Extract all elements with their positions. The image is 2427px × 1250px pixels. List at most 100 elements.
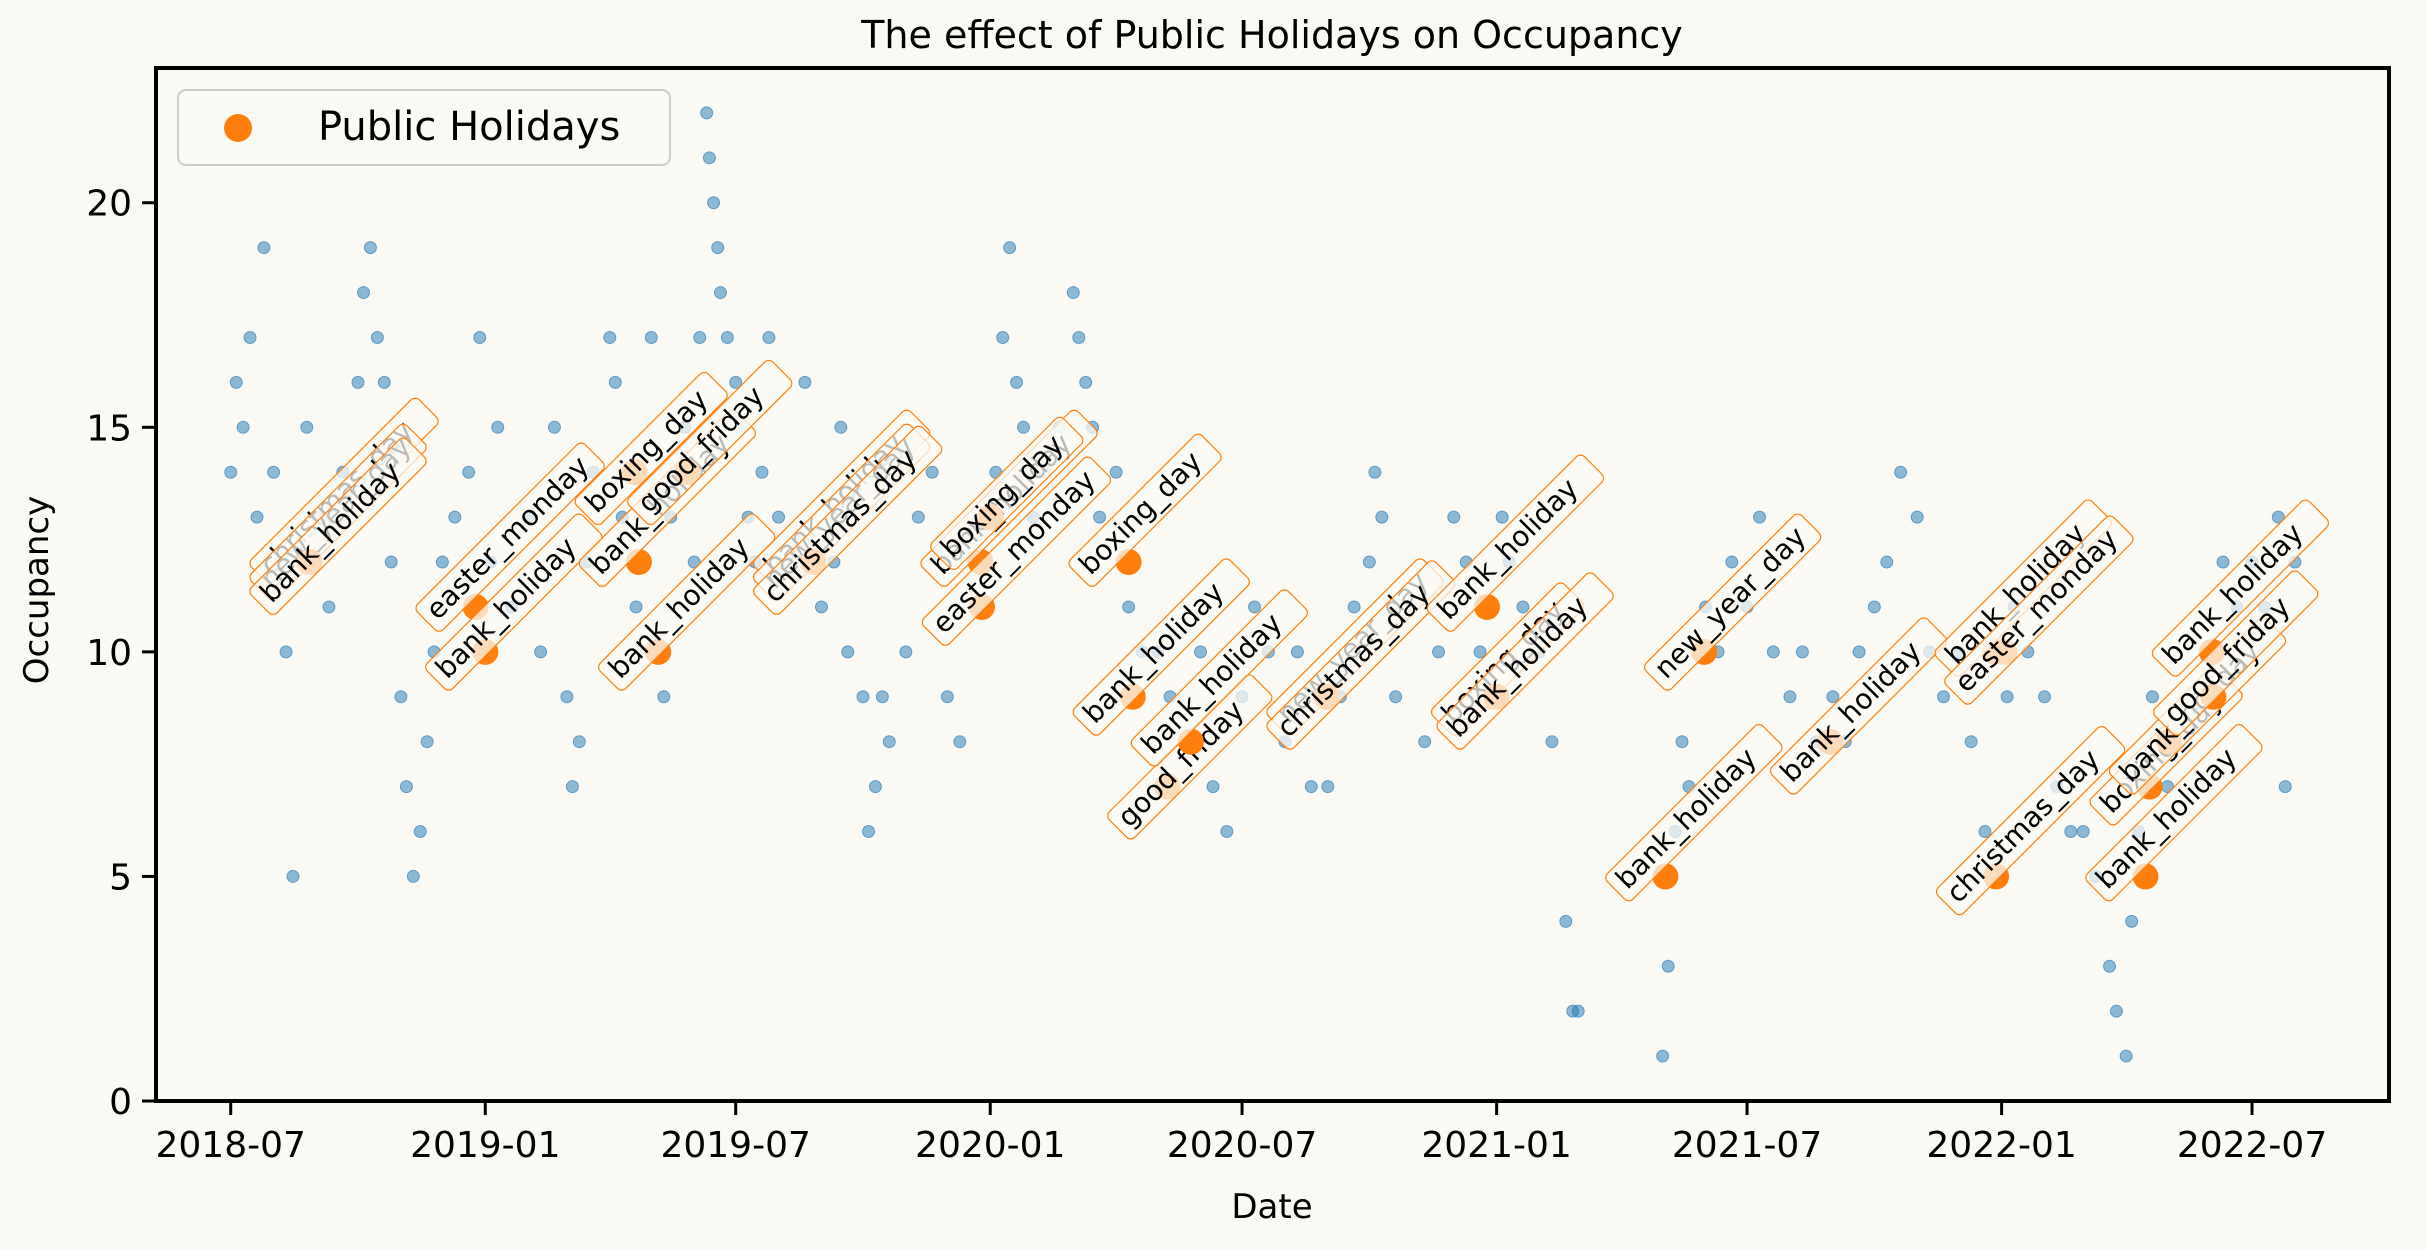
occupancy-point bbox=[629, 600, 643, 614]
occupancy-point bbox=[286, 869, 300, 883]
occupancy-point bbox=[267, 465, 281, 479]
occupancy-point bbox=[250, 510, 264, 524]
holiday-label-box bbox=[1266, 560, 1456, 750]
occupancy-point bbox=[406, 869, 420, 883]
x-tick-label: 2022-01 bbox=[1926, 1125, 2076, 1166]
occupancy-point bbox=[300, 420, 314, 434]
holiday-label-box bbox=[425, 513, 603, 691]
x-tick-label: 2019-01 bbox=[410, 1125, 560, 1166]
y-tick-label: 15 bbox=[86, 408, 132, 449]
occupancy-point bbox=[1725, 555, 1739, 569]
legend-marker bbox=[224, 114, 252, 142]
occupancy-point bbox=[229, 375, 243, 389]
y-tick-label: 10 bbox=[86, 633, 132, 674]
occupancy-point bbox=[911, 510, 925, 524]
occupancy-point bbox=[862, 825, 876, 839]
occupancy-point bbox=[1347, 600, 1361, 614]
occupancy-point bbox=[2119, 1049, 2133, 1063]
occupancy-point bbox=[729, 375, 743, 389]
occupancy-point bbox=[875, 690, 889, 704]
occupancy-point bbox=[1109, 465, 1123, 479]
occupancy-point bbox=[644, 330, 658, 344]
occupancy-point bbox=[1093, 510, 1107, 524]
x-axis-label: Date bbox=[1231, 1187, 1312, 1227]
y-tick-label: 0 bbox=[109, 1082, 132, 1123]
occupancy-point bbox=[1964, 735, 1978, 749]
occupancy-point bbox=[713, 286, 727, 300]
holiday-label-box bbox=[415, 442, 605, 632]
occupancy-point bbox=[814, 600, 828, 614]
holiday-label-box bbox=[2153, 570, 2319, 736]
occupancy-point bbox=[755, 465, 769, 479]
holiday-label-box bbox=[1436, 572, 1614, 750]
occupancy-point bbox=[925, 465, 939, 479]
occupancy-point bbox=[762, 330, 776, 344]
occupancy-point bbox=[1545, 735, 1559, 749]
occupancy-point bbox=[772, 510, 786, 524]
occupancy-point bbox=[448, 510, 462, 524]
holiday-label-box bbox=[598, 513, 776, 691]
occupancy-point bbox=[702, 151, 716, 165]
occupancy-point bbox=[534, 645, 548, 659]
occupancy-point bbox=[996, 330, 1010, 344]
occupancy-point bbox=[2125, 914, 2139, 928]
holiday-label-box bbox=[921, 456, 1112, 646]
occupancy-point bbox=[603, 330, 617, 344]
occupancy-point bbox=[1661, 959, 1675, 973]
holiday-label-box bbox=[249, 437, 427, 615]
occupancy-point bbox=[2109, 1004, 2123, 1018]
occupancy-point bbox=[351, 375, 365, 389]
occupancy-point bbox=[608, 375, 622, 389]
holiday-label-box bbox=[930, 416, 1084, 570]
occupancy-point bbox=[693, 330, 707, 344]
occupancy-point bbox=[953, 735, 967, 749]
occupancy-point bbox=[1826, 690, 1840, 704]
occupancy-point bbox=[657, 690, 671, 704]
occupancy-point bbox=[1495, 510, 1509, 524]
occupancy-point bbox=[1675, 735, 1689, 749]
occupancy-point bbox=[435, 555, 449, 569]
occupancy-point bbox=[322, 600, 336, 614]
x-tick-label: 2021-01 bbox=[1421, 1125, 1571, 1166]
occupancy-point bbox=[1752, 510, 1766, 524]
occupancy-point bbox=[257, 241, 271, 255]
occupancy-point bbox=[377, 375, 391, 389]
occupancy-point bbox=[1290, 645, 1304, 659]
occupancy-point bbox=[1368, 465, 1382, 479]
occupancy-point bbox=[1852, 645, 1866, 659]
occupancy-point bbox=[420, 735, 434, 749]
occupancy-point bbox=[2038, 690, 2052, 704]
occupancy-point bbox=[940, 690, 954, 704]
occupancy-point bbox=[1910, 510, 1924, 524]
y-tick-label: 20 bbox=[86, 184, 132, 225]
holiday-label-box bbox=[1068, 433, 1222, 587]
occupancy-point bbox=[413, 825, 427, 839]
occupancy-point bbox=[384, 555, 398, 569]
occupancy-point bbox=[1194, 645, 1208, 659]
holiday-label-box bbox=[1426, 454, 1605, 632]
occupancy-point bbox=[572, 735, 586, 749]
occupancy-point bbox=[1867, 600, 1881, 614]
occupancy-point bbox=[2103, 959, 2117, 973]
x-tick-label: 2020-01 bbox=[915, 1125, 1065, 1166]
occupancy-point bbox=[363, 241, 377, 255]
occupancy-point bbox=[370, 330, 384, 344]
x-tick-label: 2020-07 bbox=[1167, 1125, 1317, 1166]
holiday-label-box bbox=[574, 371, 728, 526]
occupancy-point bbox=[1473, 645, 1487, 659]
occupancy-point bbox=[1016, 420, 1030, 434]
occupancy-point bbox=[2145, 690, 2159, 704]
occupancy-point bbox=[1894, 465, 1908, 479]
occupancy-point bbox=[707, 196, 721, 210]
occupancy-point bbox=[491, 420, 505, 434]
occupancy-point bbox=[1375, 510, 1389, 524]
y-tick-label: 5 bbox=[109, 857, 132, 898]
occupancy-point bbox=[1766, 645, 1780, 659]
occupancy-point bbox=[1432, 645, 1446, 659]
occupancy-point bbox=[882, 735, 896, 749]
occupancy-point bbox=[2076, 825, 2090, 839]
occupancy-point bbox=[1559, 914, 1573, 928]
occupancy-point bbox=[1122, 600, 1136, 614]
occupancy-point bbox=[1321, 780, 1335, 794]
